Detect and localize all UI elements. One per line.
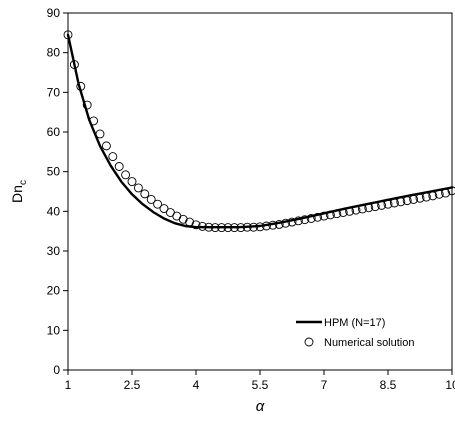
y-tick-label: 80 (47, 46, 61, 60)
y-tick-label: 10 (47, 323, 61, 337)
numerical-solution-point (159, 204, 169, 214)
numerical-solution-point (351, 205, 361, 215)
legend-label-hpm: HPM (N=17) (324, 317, 385, 329)
y-tick-label: 90 (47, 6, 61, 20)
y-tick-label: 60 (47, 125, 61, 139)
y-tick-label: 40 (47, 204, 61, 218)
x-tick-label: 5.5 (252, 378, 269, 392)
plot-border (67, 12, 453, 371)
numerical-solution-point (191, 220, 201, 230)
numerical-solution-point (370, 202, 380, 212)
numerical-solution-point (421, 192, 431, 202)
numerical-solution-point (153, 199, 163, 209)
x-tick-label: 4 (193, 378, 200, 392)
numerical-solution-point (409, 194, 419, 204)
numerical-solution-point (108, 152, 118, 162)
numerical-solution-point (325, 210, 335, 220)
numerical-solution-point (89, 116, 99, 126)
numerical-solution-point (101, 141, 111, 151)
numerical-solution-point (357, 204, 367, 214)
numerical-solution-point (185, 217, 195, 227)
x-tick-label: 7 (321, 378, 328, 392)
numerical-solution-point (95, 129, 105, 139)
numerical-solution-point (287, 217, 297, 227)
numerical-solution-point (114, 162, 124, 171)
numerical-solution-point (249, 222, 259, 232)
numerical-solution-point (447, 186, 455, 196)
numerical-solution-point (396, 197, 406, 207)
legend-label-numerical: Numerical solution (324, 337, 414, 349)
numerical-solution-point (441, 188, 451, 198)
numerical-solution-point (274, 219, 284, 229)
numerical-solution-point (178, 214, 188, 224)
numerical-solution-point (69, 60, 79, 70)
numerical-solution-point (255, 222, 265, 232)
numerical-solution-point (197, 221, 207, 231)
y-tick-label: 50 (47, 165, 61, 179)
y-tick-label: 20 (47, 284, 61, 298)
numerical-solution-point (415, 193, 425, 203)
numerical-solution-point (121, 170, 131, 180)
numerical-solution-point (402, 196, 412, 206)
numerical-solution-point (428, 191, 438, 201)
numerical-solution-point (140, 189, 150, 199)
numerical-solution-point (345, 206, 355, 216)
x-axis: 1 2.5 4 5.5 7 8.5 10 (65, 370, 455, 392)
y-tick-label: 30 (47, 244, 61, 258)
y-tick-label: 0 (53, 363, 60, 377)
y-tick-label: 70 (47, 85, 61, 99)
x-tick-label: 10 (445, 378, 455, 392)
y-axis-label-subscript: c (18, 180, 29, 185)
legend: HPM (N=17) Numerical solution (296, 317, 414, 349)
numerical-solution-point (127, 177, 137, 187)
numerical-solution-point (210, 223, 220, 233)
numerical-solution-point (306, 214, 316, 223)
numerical-solution-point (76, 81, 86, 91)
hpm-series-line (66, 33, 454, 229)
numerical-solution-point (217, 223, 227, 233)
series-layer (63, 30, 455, 233)
numerical-solution-point (268, 220, 278, 230)
numerical-solution-point (319, 211, 329, 221)
numerical-solution-point (63, 30, 73, 40)
x-tick-label: 2.5 (124, 378, 141, 392)
numerical-solution-point (338, 208, 348, 217)
numerical-solution-point (204, 222, 214, 232)
plot-frame (67, 12, 453, 371)
numerical-solution-point (300, 215, 310, 225)
numerical-solution-point (313, 212, 323, 222)
numerical-solution-point (364, 203, 374, 213)
numerical-solution-point (332, 209, 342, 219)
numerical-solution-point (383, 199, 393, 209)
x-tick-label: 8.5 (380, 378, 397, 392)
numerical-solution-point (236, 223, 246, 233)
numerical-solution-point (133, 183, 143, 193)
numerical-solution-point (377, 200, 387, 210)
numerical-solution-point (146, 194, 156, 204)
numerical-solution-point (223, 223, 233, 233)
y-axis-label: Dnc (9, 180, 29, 203)
y-axis-label-main: Dn (9, 185, 25, 203)
numerical-solution-point (389, 198, 399, 208)
numerical-solution-point (229, 223, 239, 233)
numerical-solution-point (281, 218, 291, 228)
x-axis-label: α (256, 398, 265, 415)
numerical-solution-point (434, 189, 444, 199)
numerical-solution-point (261, 221, 271, 231)
numerical-solution-point (82, 100, 92, 110)
x-tick-label: 1 (65, 378, 72, 392)
legend-marker-swatch (304, 337, 314, 347)
numerical-solution-point (242, 222, 252, 232)
numerical-solution-point (293, 216, 303, 226)
y-axis: 0 10 20 30 40 50 60 70 80 90 (47, 6, 68, 377)
